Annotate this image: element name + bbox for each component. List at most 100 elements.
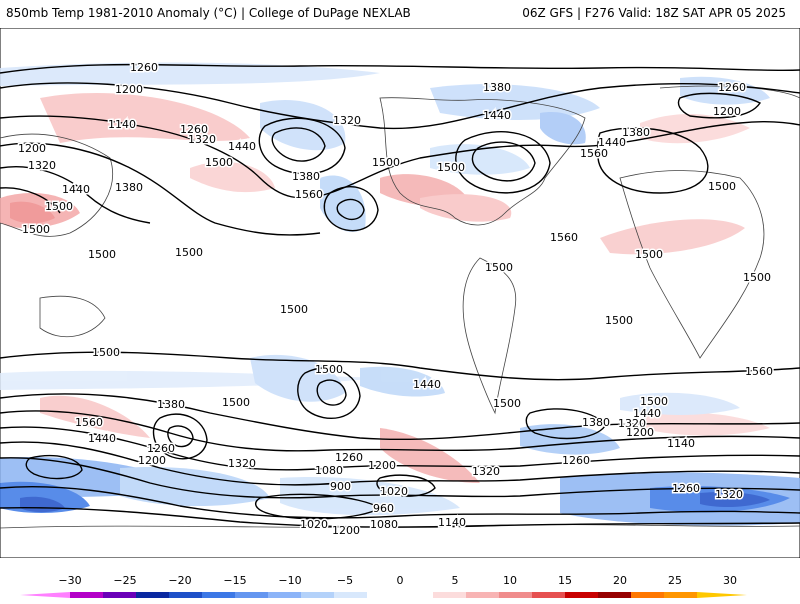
- colorbar-swatch: [433, 592, 467, 598]
- contour-label: 1500: [315, 363, 343, 376]
- contour-labels: 1260 1200 1140 1260 1200 1320 1440 1500 …: [17, 60, 775, 539]
- contour-label: 1200: [626, 426, 654, 439]
- anomaly-colorbar: −30 −25 −20 −15 −10 −5 0 5 10 15 20 25 3…: [0, 566, 800, 600]
- colorbar-tick: 5: [452, 574, 459, 587]
- colorbar-swatch: [400, 592, 434, 598]
- contour-label: 1500: [493, 397, 521, 410]
- colorbar-swatch: [103, 592, 137, 598]
- colorbar-swatch: [367, 592, 401, 598]
- contour-label: 1260: [562, 454, 590, 467]
- contour-label: 1260: [335, 451, 363, 464]
- colorbar-swatch: [169, 592, 203, 598]
- colorbar-swatch: [136, 592, 170, 598]
- contour-label: 1500: [280, 303, 308, 316]
- colorbar-tick: 25: [668, 574, 682, 587]
- contour-label: 1440: [483, 109, 511, 122]
- contour-label: 1320: [333, 114, 361, 127]
- colorbar-tick: −15: [223, 574, 246, 587]
- contour-label: 1500: [708, 180, 736, 193]
- colorbar-tick: 10: [503, 574, 517, 587]
- contour-label: 1200: [115, 83, 143, 96]
- colorbar-tick: −10: [278, 574, 301, 587]
- contour-label: 1500: [92, 346, 120, 359]
- contour-label: 1500: [45, 200, 73, 213]
- contour-label: 1440: [413, 378, 441, 391]
- contour-label: 1200: [713, 105, 741, 118]
- contour-label: 1320: [715, 488, 743, 501]
- contour-label: 1260: [147, 442, 175, 455]
- contour-label: 1560: [295, 188, 323, 201]
- contour-label: 1440: [598, 136, 626, 149]
- contour-label: 900: [330, 480, 351, 493]
- colorbar-tick: 30: [723, 574, 737, 587]
- contour-label: 1500: [640, 395, 668, 408]
- colorbar-swatch: [268, 592, 302, 598]
- contour-label: 1500: [175, 246, 203, 259]
- contour-label: 1320: [472, 465, 500, 478]
- colorbar-swatch: [598, 592, 632, 598]
- contour-label: 1560: [550, 231, 578, 244]
- contour-label: 1200: [332, 524, 360, 537]
- colorbar-tick: −20: [168, 574, 191, 587]
- contour-label: 1260: [718, 81, 746, 94]
- colorbar-swatch: [202, 592, 236, 598]
- colorbar-low-arrow: [20, 592, 70, 598]
- colorbar-swatch: [631, 592, 665, 598]
- contour-label: 1440: [228, 140, 256, 153]
- contour-label: 1020: [300, 518, 328, 531]
- contour-label: 1440: [62, 183, 90, 196]
- colorbar-swatches: [20, 592, 747, 598]
- colorbar-high-arrow: [697, 592, 747, 598]
- contour-label: 1020: [380, 485, 408, 498]
- colorbar-tick: −5: [337, 574, 353, 587]
- colorbar-swatch: [466, 592, 500, 598]
- contour-label: 1260: [180, 123, 208, 136]
- contour-label: 1320: [618, 417, 646, 430]
- contour-label: 1500: [743, 271, 771, 284]
- contour-label: 1500: [635, 248, 663, 261]
- colorbar-swatch: [70, 592, 104, 598]
- contour-label: 1200: [368, 459, 396, 472]
- contour-label: 1380: [622, 126, 650, 139]
- contour-label: 1440: [88, 432, 116, 445]
- colorbar-tick: −25: [113, 574, 136, 587]
- contour-label: 1140: [667, 437, 695, 450]
- contour-label: 1080: [370, 518, 398, 531]
- contour-label: 1500: [437, 161, 465, 174]
- contour-label: 1500: [22, 223, 50, 236]
- contour-label: 1200: [18, 142, 46, 155]
- contour-label: 960: [373, 502, 394, 515]
- colorbar-swatch: [664, 592, 698, 598]
- weather-map: 1260 1200 1140 1260 1200 1320 1440 1500 …: [0, 28, 800, 558]
- contour-label: 1500: [372, 156, 400, 169]
- map-title: 850mb Temp 1981-2010 Anomaly (°C) | Coll…: [6, 6, 411, 20]
- contour-label: 1380: [157, 398, 185, 411]
- contour-label: 1320: [28, 159, 56, 172]
- contour-label: 1560: [75, 416, 103, 429]
- contour-label: 1380: [115, 181, 143, 194]
- colorbar-swatch: [235, 592, 269, 598]
- colorbar-ticks: −30 −25 −20 −15 −10 −5 0 5 10 15 20 25 3…: [58, 574, 737, 587]
- contour-label: 1140: [438, 516, 466, 529]
- contour-label: 1560: [580, 147, 608, 160]
- contour-label: 1380: [292, 170, 320, 183]
- contour-label: 1500: [222, 396, 250, 409]
- colorbar-swatch: [532, 592, 566, 598]
- colorbar-tick: 15: [558, 574, 572, 587]
- colorbar-tick: 20: [613, 574, 627, 587]
- contour-label: 1080: [315, 464, 343, 477]
- contour-label: 1320: [188, 133, 216, 146]
- contour-label: 1500: [88, 248, 116, 261]
- colorbar-swatch: [565, 592, 599, 598]
- contour-label: 1500: [485, 261, 513, 274]
- contour-label: 1440: [633, 407, 661, 420]
- colorbar-swatch: [499, 592, 533, 598]
- colorbar-swatch: [334, 592, 368, 598]
- height-contours: [0, 63, 800, 528]
- contour-label: 1500: [605, 314, 633, 327]
- contour-label: 1320: [228, 457, 256, 470]
- colorbar-tick: −30: [58, 574, 81, 587]
- contour-label: 1200: [138, 454, 166, 467]
- anomaly-shading: [0, 62, 800, 526]
- contour-label: 1260: [130, 61, 158, 74]
